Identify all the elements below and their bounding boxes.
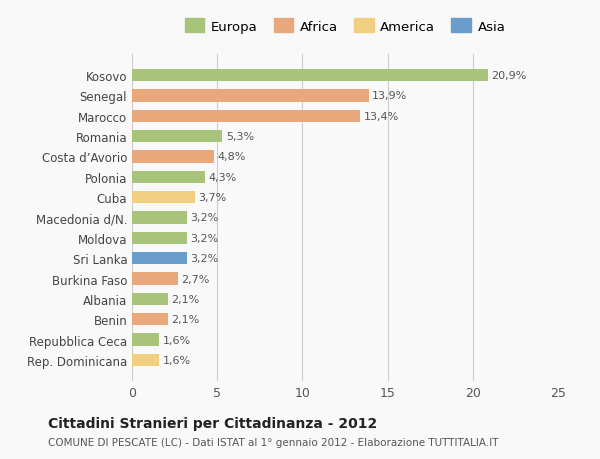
- Text: 3,2%: 3,2%: [190, 233, 218, 243]
- Text: 2,1%: 2,1%: [171, 294, 199, 304]
- Bar: [132, 90, 369, 102]
- Text: 1,6%: 1,6%: [163, 335, 191, 345]
- Text: 4,8%: 4,8%: [217, 152, 245, 162]
- Bar: [132, 192, 195, 204]
- Text: 1,6%: 1,6%: [163, 355, 191, 365]
- Bar: [132, 111, 361, 123]
- Bar: [132, 131, 223, 143]
- Bar: [132, 171, 205, 184]
- Text: 3,2%: 3,2%: [190, 213, 218, 223]
- Bar: [132, 70, 488, 82]
- Bar: [132, 212, 187, 224]
- Bar: [132, 232, 187, 244]
- Text: 4,3%: 4,3%: [209, 173, 237, 182]
- Bar: [132, 273, 178, 285]
- Bar: [132, 151, 214, 163]
- Bar: [132, 313, 168, 325]
- Text: 2,7%: 2,7%: [181, 274, 210, 284]
- Text: 13,4%: 13,4%: [364, 112, 399, 122]
- Text: 3,2%: 3,2%: [190, 254, 218, 263]
- Text: 3,7%: 3,7%: [199, 193, 227, 203]
- Text: 20,9%: 20,9%: [491, 71, 527, 81]
- Bar: [132, 252, 187, 265]
- Text: COMUNE DI PESCATE (LC) - Dati ISTAT al 1° gennaio 2012 - Elaborazione TUTTITALIA: COMUNE DI PESCATE (LC) - Dati ISTAT al 1…: [48, 437, 499, 447]
- Text: 2,1%: 2,1%: [171, 314, 199, 325]
- Text: 5,3%: 5,3%: [226, 132, 254, 142]
- Text: Cittadini Stranieri per Cittadinanza - 2012: Cittadini Stranieri per Cittadinanza - 2…: [48, 416, 377, 430]
- Text: 13,9%: 13,9%: [372, 91, 407, 101]
- Bar: [132, 334, 159, 346]
- Legend: Europa, Africa, America, Asia: Europa, Africa, America, Asia: [185, 19, 505, 34]
- Bar: [132, 354, 159, 366]
- Bar: [132, 293, 168, 305]
